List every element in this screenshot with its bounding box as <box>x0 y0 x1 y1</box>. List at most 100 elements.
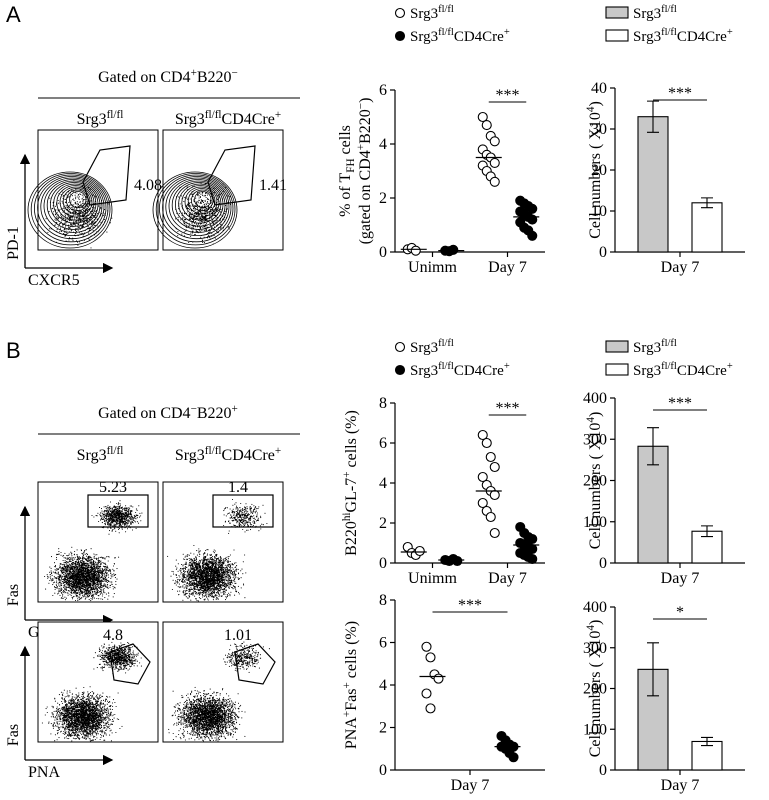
text-segment: − <box>191 403 197 415</box>
text-segment: + <box>355 144 367 150</box>
text-segment: CD4Cre <box>222 111 275 128</box>
legend-label: Srg3fl/fl <box>633 4 677 22</box>
text-segment: fl/fl <box>205 445 222 457</box>
contour <box>155 173 236 246</box>
text-segment: hi <box>341 512 353 521</box>
text-segment: cells (%) <box>343 621 360 682</box>
data-point <box>489 461 500 473</box>
y-axis-label: Cell numbers ( X104) <box>585 101 604 239</box>
text-segment: + <box>275 445 281 457</box>
y-axis-label: PD-1 <box>5 226 22 260</box>
y-axis-label: Fas <box>5 584 22 606</box>
cytometry-plot <box>37 129 159 251</box>
text-segment: Srg3 <box>410 6 438 22</box>
cytometry-events <box>41 686 123 742</box>
contour <box>43 179 103 233</box>
contour <box>165 177 230 236</box>
y-axis-label: (gated on CD4+B220−) <box>355 98 374 245</box>
legend-label: Srg3fl/fl <box>410 4 454 22</box>
text-segment: GL-7 <box>343 478 360 513</box>
bar <box>691 202 723 253</box>
y-tick-label: 300 <box>583 431 607 448</box>
gate <box>212 494 274 528</box>
bar <box>691 740 723 771</box>
legend-marker <box>605 363 629 376</box>
cytometry-events <box>93 641 142 675</box>
data-point <box>421 688 432 699</box>
data-point <box>414 545 425 557</box>
text-segment: CD4Cre <box>454 363 504 379</box>
contour <box>168 179 228 233</box>
cytometry-events <box>223 641 270 673</box>
contour <box>62 188 91 215</box>
legend-marker <box>394 341 406 353</box>
significance-label: *** <box>496 400 520 417</box>
text-segment: cells (%) <box>343 410 360 471</box>
data-point <box>527 553 538 565</box>
text-segment: Gated on CD4 <box>98 69 190 86</box>
text-segment: fl/fl <box>661 361 677 372</box>
text-segment: Srg3 <box>410 29 438 45</box>
data-point <box>527 230 538 241</box>
significance-label: *** <box>668 85 692 102</box>
text-segment: Srg3 <box>77 111 107 128</box>
gate <box>207 145 256 206</box>
y-tick-label: 6 <box>379 82 387 99</box>
text-segment: fl/fl <box>107 109 124 121</box>
cytometry-events <box>91 500 143 535</box>
text-segment: Srg3 <box>77 447 107 464</box>
x-tick-label: Unimm <box>408 259 457 276</box>
text-segment: Srg3 <box>633 363 661 379</box>
error-bar <box>701 197 713 209</box>
error-bar <box>647 100 659 133</box>
data-point <box>425 652 436 663</box>
text-segment: Srg3 <box>410 363 438 379</box>
text-segment: + <box>341 711 353 717</box>
legend-label: Srg3fl/flCD4Cre+ <box>410 27 510 45</box>
y-axis-label: Fas <box>5 724 22 746</box>
contour <box>56 185 95 221</box>
data-point <box>527 203 538 214</box>
cytometry-events <box>168 686 246 742</box>
text-segment: B220 <box>197 405 232 422</box>
text-segment: Srg3 <box>633 340 661 356</box>
text-segment: B220 <box>343 521 360 556</box>
legend-label: Srg3fl/fl <box>633 338 677 356</box>
y-axis-label: Cell numbers ( X104) <box>585 620 604 758</box>
contour <box>33 174 109 243</box>
data-point <box>481 120 492 131</box>
text-segment: fl/fl <box>661 338 677 349</box>
text-segment: B220 <box>197 69 232 86</box>
text-segment: + <box>232 403 238 415</box>
text-segment: fl/fl <box>438 361 454 372</box>
significance-label: *** <box>668 395 692 412</box>
text-segment: + <box>727 27 733 38</box>
column-header: Srg3fl/flCD4Cre+ <box>175 445 281 464</box>
data-point <box>477 471 488 483</box>
y-tick-label: 0 <box>599 762 607 779</box>
y-axis-label: % of TFH cells <box>337 125 357 217</box>
contour <box>46 180 101 230</box>
panel-label: B <box>6 338 21 363</box>
contour <box>171 180 226 230</box>
text-segment: + <box>341 682 353 688</box>
y-tick-label: 300 <box>583 640 607 657</box>
y-tick-label: 8 <box>379 592 387 609</box>
data-point <box>489 489 500 501</box>
legend-label: Srg3fl/flCD4Cre+ <box>633 361 733 379</box>
data-point <box>477 497 488 509</box>
text-segment: (gated on CD4 <box>357 150 374 244</box>
y-axis-label: Cell numbers ( X104) <box>585 412 604 550</box>
contour <box>30 173 111 246</box>
error-bar <box>701 736 713 747</box>
text-segment: + <box>191 67 197 79</box>
text-segment: Cell numbers ( X10 <box>587 112 604 239</box>
significance-label: *** <box>496 87 520 104</box>
legend-label: Srg3fl/flCD4Cre+ <box>633 27 733 45</box>
x-tick-label: Day 7 <box>488 259 527 276</box>
legend-label: Srg3fl/flCD4Cre+ <box>410 361 510 379</box>
gate <box>82 145 131 206</box>
text-segment: PNA <box>343 717 360 749</box>
y-tick-label: 400 <box>583 390 607 407</box>
text-segment: Fas <box>343 689 360 711</box>
